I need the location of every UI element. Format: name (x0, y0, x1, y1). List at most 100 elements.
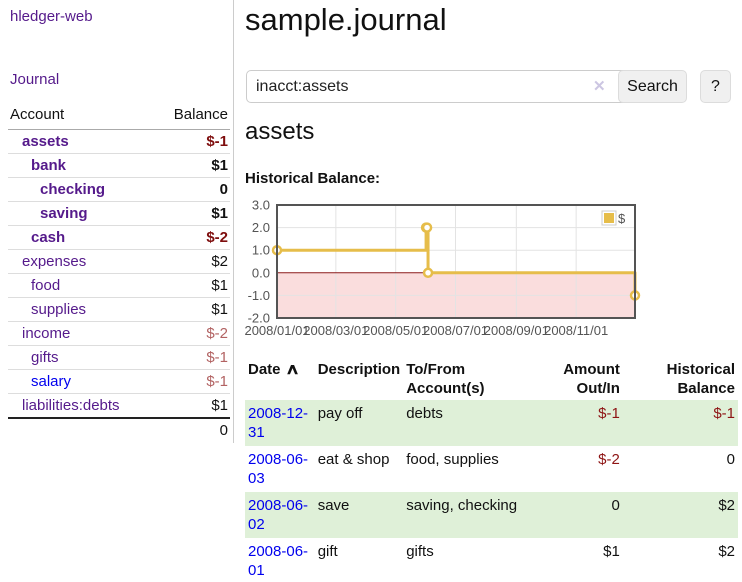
account-balance: $2 (154, 249, 230, 274)
account-link-gifts[interactable]: gifts (31, 349, 59, 366)
account-balance: $1 (154, 297, 230, 322)
transaction-amount: 0 (611, 497, 620, 514)
transaction-date-link[interactable]: 2008-06-02 (248, 497, 309, 533)
transaction-accounts: gifts (406, 543, 434, 560)
transaction-amount: $-2 (598, 451, 620, 468)
accounts-header-row: Account Balance (8, 103, 230, 130)
account-balance: $1 (154, 153, 230, 178)
transaction-accounts: saving, checking (406, 497, 518, 514)
svg-text:2008/03/01: 2008/03/01 (303, 323, 368, 338)
account-link-checking[interactable]: checking (40, 181, 106, 198)
transaction-description: gift (317, 543, 338, 560)
svg-text:1.0: 1.0 (252, 243, 270, 258)
transaction-description: eat & shop (317, 451, 390, 468)
svg-text:2008/09/01: 2008/09/01 (484, 323, 549, 338)
svg-text:2008/07/01: 2008/07/01 (423, 323, 488, 338)
transaction-amount: $-1 (598, 405, 620, 422)
register-header-historical-balance[interactable]: Historical Balance (666, 361, 735, 397)
plot-border (276, 204, 636, 319)
sidebar-divider (233, 0, 234, 443)
account-link-saving[interactable]: saving (40, 205, 88, 222)
account-link-income[interactable]: income (22, 325, 71, 342)
account-row: gifts $-1 (8, 345, 230, 370)
accounts-header-account: Account (8, 103, 155, 130)
account-heading: assets (245, 118, 315, 145)
register-table: Date ∧ Description To/From Account(s) Amount… (245, 358, 738, 582)
transaction-balance: $2 (718, 497, 735, 514)
transaction-accounts: debts (406, 405, 443, 422)
accounts-table: Account Balance assets $-1 bank $1 checking 0… (8, 103, 230, 442)
account-row: checking 0 (8, 177, 230, 202)
account-balance: $-1 (154, 129, 230, 154)
data-point-marker (421, 222, 433, 233)
transaction-description: pay off (317, 405, 363, 422)
historical-balance-chart: 3.0 2.0 1.0 0.0 -1.0 -2.02008/01/012008/03/01… (245, 198, 641, 338)
account-row: food $1 (8, 273, 230, 298)
account-balance: $1 (154, 201, 230, 226)
svg-text:0.0: 0.0 (252, 265, 270, 280)
app-title-link[interactable]: hledger-web (10, 8, 93, 25)
account-row: supplies $1 (8, 297, 230, 322)
legend-label: $ (618, 211, 626, 226)
account-row: assets $-1 (8, 129, 230, 154)
accounts-total-value: 0 (154, 417, 230, 442)
transaction-date-link[interactable]: 2008-06-03 (248, 451, 309, 487)
svg-text:-2.0: -2.0 (248, 311, 270, 326)
svg-text:-1.0: -1.0 (248, 288, 270, 303)
transaction-date-link[interactable]: 2008-06-01 (248, 543, 309, 579)
account-link-cash[interactable]: cash (31, 229, 66, 246)
transaction-balance: $-1 (713, 405, 735, 422)
account-link-expenses[interactable]: expenses (22, 253, 87, 270)
sidebar-item-journal[interactable]: Journal (10, 71, 60, 88)
account-row: salary $-1 (8, 369, 230, 394)
account-link-salary[interactable]: salary (31, 373, 72, 390)
svg-text:2.0: 2.0 (252, 220, 270, 235)
account-link-liabilities-debts[interactable]: liabilities:debts (22, 397, 120, 414)
search-button[interactable]: Search (618, 70, 687, 103)
transaction-description: save (317, 497, 350, 514)
transaction-balance: $2 (718, 543, 735, 560)
transaction-balance: 0 (726, 451, 735, 468)
svg-text:3.0: 3.0 (252, 198, 270, 213)
search-input[interactable] (246, 70, 631, 103)
register-header-description[interactable]: Description (317, 361, 401, 378)
transaction-row: 2008-12-31 pay off debts $-1 $-1 (245, 400, 738, 446)
account-link-bank[interactable]: bank (31, 157, 67, 174)
register-header-date[interactable]: Date ∧ (248, 361, 300, 378)
accounts-total-row: 0 (8, 417, 230, 442)
clear-search-icon[interactable]: ✕ (593, 78, 606, 95)
transaction-row: 2008-06-01 gift gifts $1 $2 (245, 538, 738, 582)
accounts-header-balance: Balance (154, 103, 230, 130)
chart-title: Historical Balance: (245, 170, 381, 187)
account-link-supplies[interactable]: supplies (31, 301, 87, 318)
svg-text:2008/01/01: 2008/01/01 (245, 323, 310, 338)
account-link-assets[interactable]: assets (22, 133, 69, 150)
account-balance: $1 (154, 393, 230, 419)
data-point-marker (422, 267, 434, 279)
svg-text:2008/05/01: 2008/05/01 (363, 323, 428, 338)
account-row: bank $1 (8, 153, 230, 178)
account-row: income $-2 (8, 321, 230, 346)
account-balance: $-1 (154, 345, 230, 370)
help-button[interactable]: ? (700, 70, 731, 103)
account-balance: $1 (154, 273, 230, 298)
account-balance: $-1 (154, 369, 230, 394)
transaction-date-link[interactable]: 2008-12-31 (248, 405, 309, 441)
page-title: sample.journal (245, 2, 447, 37)
account-row: saving $1 (8, 201, 230, 226)
account-balance: 0 (154, 177, 230, 202)
account-row: liabilities:debts $1 (8, 393, 230, 419)
transaction-amount: $1 (603, 543, 620, 560)
transaction-row: 2008-06-02 save saving, checking 0 $2 (245, 492, 738, 538)
account-row: expenses $2 (8, 249, 230, 274)
sort-ascending-icon: ∧ (284, 361, 300, 378)
svg-text:2008/11/01: 2008/11/01 (544, 323, 608, 338)
transaction-accounts: food, supplies (406, 451, 499, 468)
transaction-row: 2008-06-03 eat & shop food, supplies $-2 0 (245, 446, 738, 492)
account-link-food[interactable]: food (31, 277, 61, 294)
register-header-to-from-account-s-[interactable]: To/From Account(s) (406, 361, 485, 397)
register-header-amount-out-in[interactable]: Amount Out/In (563, 361, 620, 397)
register-header-row: Date ∧ Description To/From Account(s) Amount… (245, 358, 738, 400)
account-balance: $-2 (154, 225, 230, 250)
